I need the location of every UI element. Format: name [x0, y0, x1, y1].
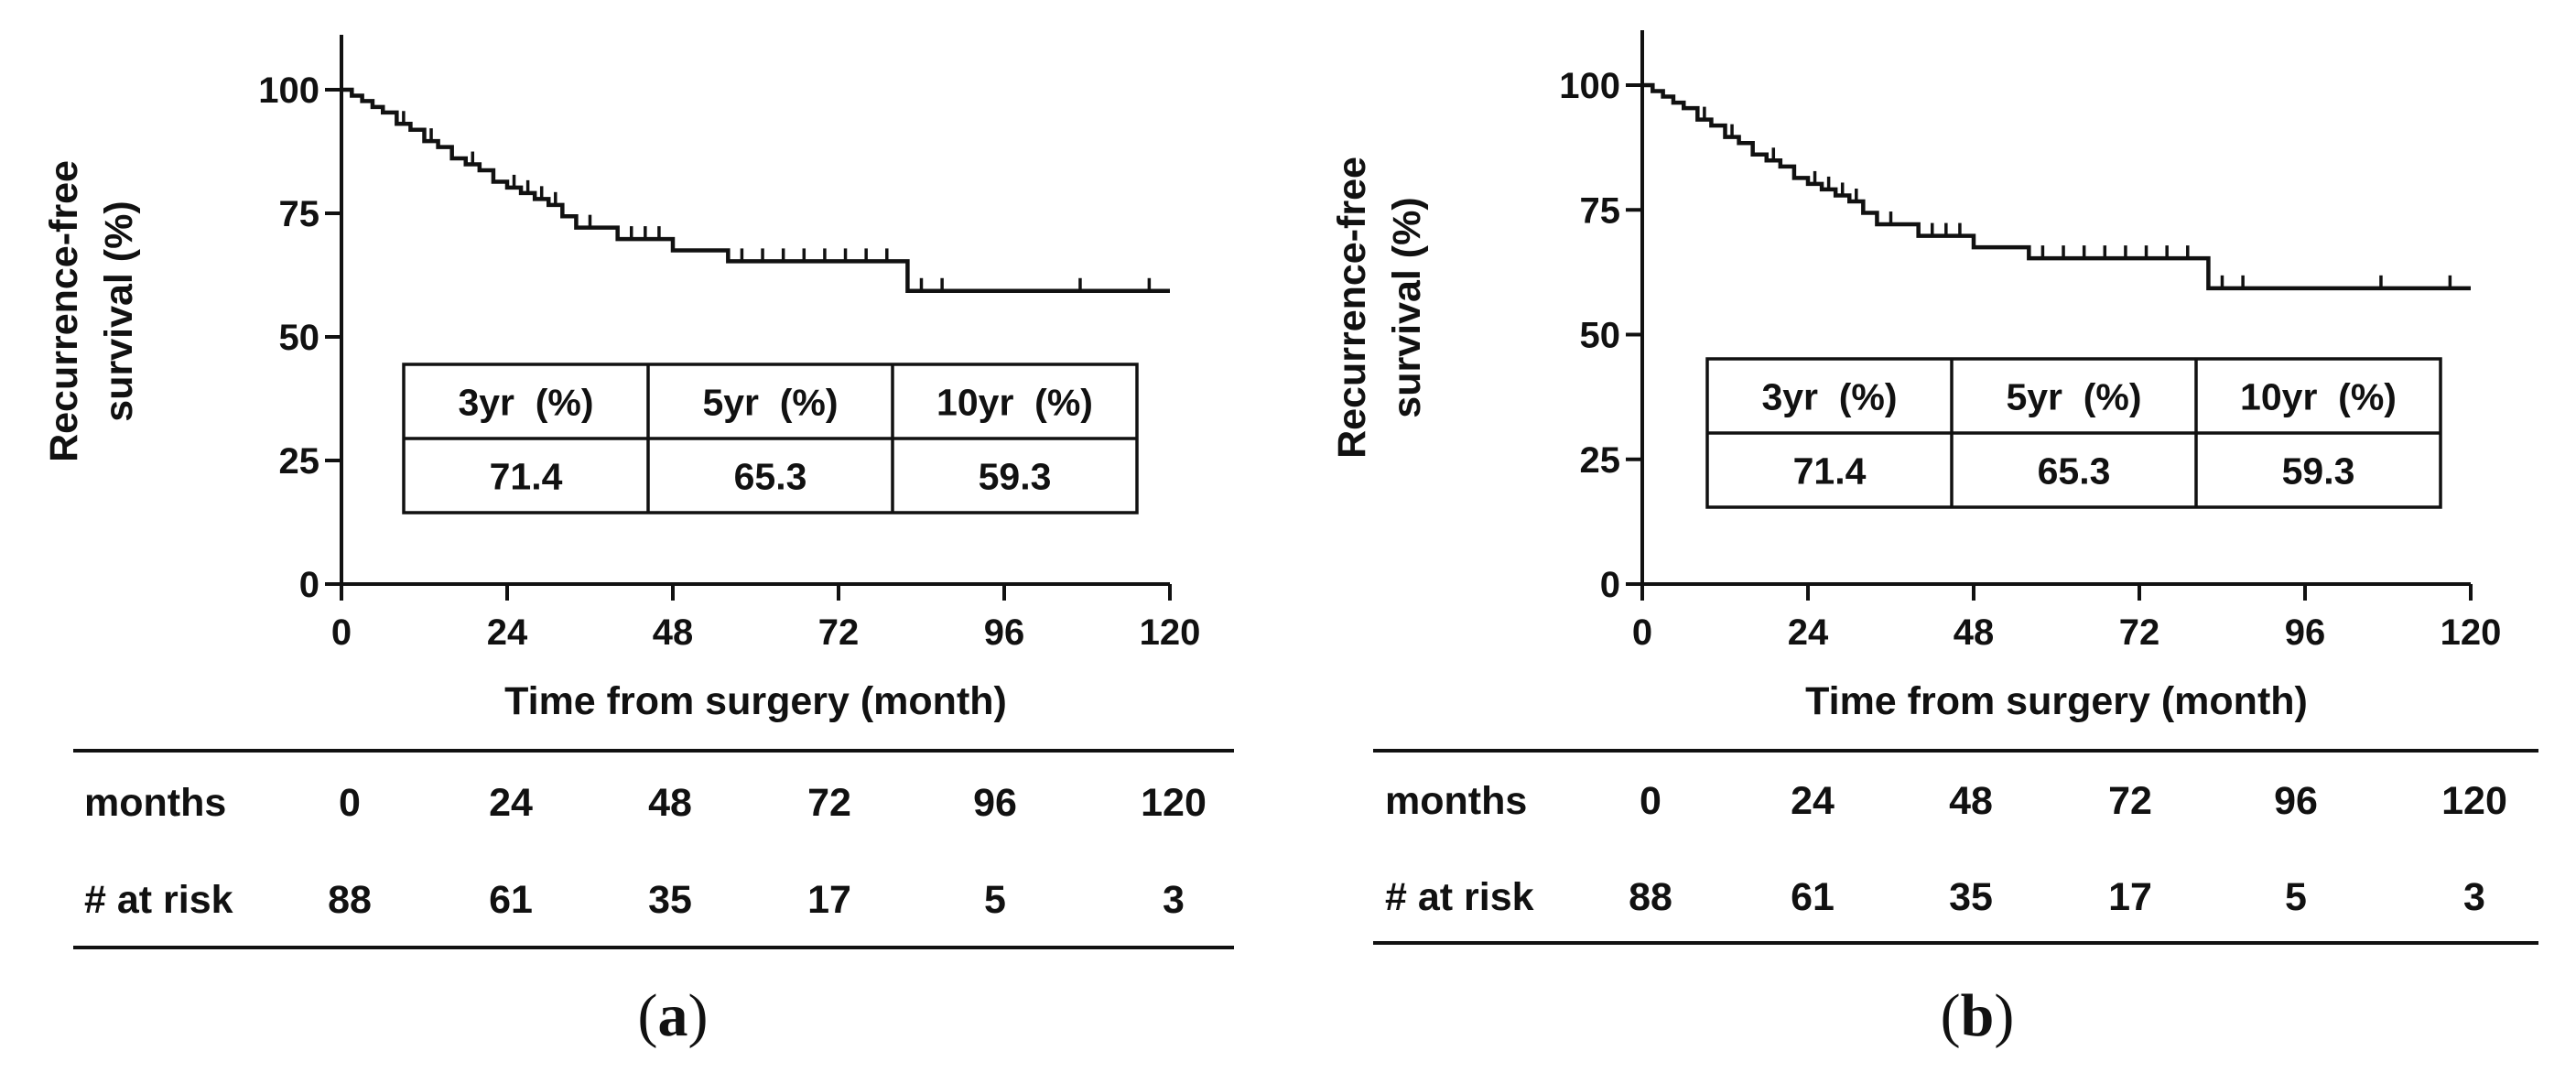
inset-table-value-cell: 65.3: [734, 456, 807, 498]
at-risk-month-cell: 0: [1640, 779, 1661, 823]
at-risk-month-cell: 48: [648, 781, 692, 825]
inset-table-header-cell: 5yr (%): [702, 382, 838, 424]
inset-table-header-cell: 10yr (%): [936, 382, 1093, 424]
at-risk-table: months # at risk 0 24 48 72 96 120 88 61 35 17 5 3: [1373, 749, 2538, 945]
inset-table-header-cell: 10yr (%): [2240, 376, 2397, 418]
inset-table-value-cell: 65.3: [2038, 450, 2111, 493]
at-risk-table: months # at risk 0 24 48 72 96 120 88 61 35 17 5 3: [73, 749, 1234, 949]
km-panel-a: 0 25 50 75 100 0 24 48 72 96 120 Time from surgery …: [42, 35, 1234, 1049]
inset-table: 3yr (%) 5yr (%) 10yr (%) 71.4 65.3 59.3: [1705, 357, 2442, 509]
panel-label-a: (a): [637, 982, 709, 1049]
y-tick-label: 50: [1580, 316, 1621, 356]
at-risk-count-cell: 5: [2285, 875, 2307, 919]
at-risk-row2-label: # at risk: [84, 878, 233, 922]
inset-table-value-cell: 71.4: [1793, 450, 1867, 493]
x-tick-label: 72: [818, 612, 860, 653]
y-tick-label: 75: [1580, 190, 1621, 231]
y-axis-title-line2: survival (%): [97, 200, 141, 421]
inset-table-header-cell: 3yr (%): [1761, 376, 1897, 418]
inset-table-value-cell: 59.3: [2282, 450, 2355, 493]
survival-curve: [341, 87, 1170, 294]
y-tick-label: 100: [258, 70, 319, 111]
at-risk-month-cell: 24: [489, 781, 533, 825]
at-risk-count-cell: 61: [1791, 875, 1835, 919]
at-risk-month-cell: 96: [973, 781, 1017, 825]
at-risk-row1-label: months: [84, 781, 226, 825]
y-tick-label: 0: [299, 565, 319, 605]
survival-curve: [1642, 82, 2471, 291]
inset-table-header-cell: 5yr (%): [2006, 376, 2141, 418]
at-risk-count-cell: 17: [2108, 875, 2152, 919]
x-tick-label: 96: [2285, 612, 2326, 653]
y-tick-label: 75: [279, 194, 320, 234]
inset-table-header-cell: 3yr (%): [458, 382, 593, 424]
at-risk-month-cell: 96: [2274, 779, 2318, 823]
at-risk-count-cell: 3: [1163, 878, 1185, 922]
at-risk-count-cell: 88: [1629, 875, 1672, 919]
at-risk-row1-label: months: [1385, 779, 1527, 823]
at-risk-count-cell: 88: [328, 878, 372, 922]
at-risk-month-cell: 72: [807, 781, 851, 825]
y-tick-label: 50: [279, 318, 320, 358]
y-axis-title-line1: Recurrence-free: [1330, 157, 1374, 459]
at-risk-count-cell: 35: [1949, 875, 1993, 919]
x-axis-title: Time from surgery (month): [1805, 679, 2308, 723]
y-tick-label: 25: [279, 441, 320, 482]
at-risk-month-cell: 24: [1791, 779, 1835, 823]
x-tick-label: 120: [1140, 612, 1201, 653]
x-tick-label: 24: [487, 612, 528, 653]
y-axis-title-line1: Recurrence-free: [42, 160, 86, 462]
at-risk-row2-label: # at risk: [1385, 875, 1534, 919]
km-panel-b: 0 25 50 75 100 0 24 48 72 96 120 Time from surgery …: [1288, 0, 2576, 1083]
inset-table-value-cell: 71.4: [490, 456, 563, 498]
x-tick-label: 96: [984, 612, 1025, 653]
x-tick-label: 0: [331, 612, 352, 653]
x-axis-title: Time from surgery (month): [504, 679, 1007, 723]
x-tick-label: 48: [1954, 612, 1995, 653]
at-risk-count-cell: 61: [489, 878, 533, 922]
y-tick-label: 0: [1600, 565, 1620, 605]
inset-table: 3yr (%) 5yr (%) 10yr (%) 71.4 65.3 59.3: [402, 363, 1139, 514]
at-risk-month-cell: 120: [1141, 781, 1207, 825]
y-axis-title-line2: survival (%): [1385, 197, 1429, 417]
at-risk-month-cell: 0: [339, 781, 361, 825]
y-tick-label: 100: [1559, 66, 1620, 106]
x-tick-label: 48: [653, 612, 694, 653]
at-risk-count-cell: 3: [2463, 875, 2485, 919]
at-risk-month-cell: 48: [1949, 779, 1993, 823]
at-risk-count-cell: 17: [807, 878, 851, 922]
at-risk-count-cell: 35: [648, 878, 692, 922]
x-tick-label: 72: [2119, 612, 2160, 653]
x-tick-label: 120: [2441, 612, 2502, 653]
at-risk-count-cell: 5: [984, 878, 1006, 922]
panel-label-b: (b): [1940, 982, 2015, 1049]
inset-table-value-cell: 59.3: [979, 456, 1052, 498]
x-tick-label: 24: [1788, 612, 1829, 653]
at-risk-month-cell: 72: [2108, 779, 2152, 823]
x-tick-label: 0: [1632, 612, 1652, 653]
y-tick-label: 25: [1580, 440, 1621, 481]
at-risk-month-cell: 120: [2441, 779, 2507, 823]
